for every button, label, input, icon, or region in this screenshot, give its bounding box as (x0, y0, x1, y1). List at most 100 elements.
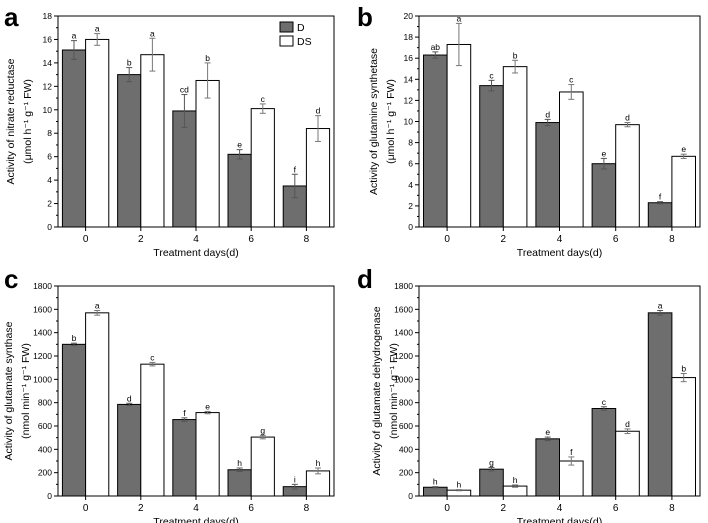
y-tick-label: 400 (38, 444, 52, 454)
x-tick-label: 4 (557, 503, 563, 514)
y-tick-label: 14 (404, 74, 414, 84)
bar-ds (671, 377, 697, 497)
significance-label: c (261, 94, 266, 104)
y-tick-label: 400 (399, 444, 413, 454)
bar-d (535, 122, 560, 228)
legend-swatch-d (279, 21, 294, 33)
significance-label: i (294, 474, 296, 484)
y-tick-label: 1600 (394, 304, 413, 314)
y-tick-label: 0 (47, 222, 52, 232)
y-tick-label: 4 (408, 180, 413, 190)
x-tick-label: 8 (669, 503, 675, 514)
bar-d (422, 54, 448, 228)
significance-label: c (602, 397, 607, 407)
y-tick-label: 1800 (33, 281, 52, 291)
x-tick-label: 8 (304, 234, 310, 245)
bar-d (227, 469, 252, 497)
y-tick-label: 18 (43, 11, 53, 21)
x-tick-label: 0 (83, 234, 89, 245)
y-tick-label: 1000 (33, 374, 52, 384)
significance-label: c (489, 70, 494, 80)
y-tick-label: 1400 (394, 328, 413, 338)
significance-label: f (183, 408, 186, 418)
x-tick-label: 4 (193, 234, 199, 245)
significance-label: a (95, 24, 100, 34)
plot-frame (418, 15, 701, 228)
significance-label: d (316, 106, 321, 116)
bar-ds (305, 470, 331, 497)
significance-label: f (294, 164, 297, 174)
x-tick-label: 2 (501, 234, 507, 245)
x-tick-label: 6 (248, 234, 254, 245)
y-tick-label: 10 (43, 105, 53, 115)
plot-frame (418, 285, 701, 497)
significance-label: h (513, 475, 518, 485)
bar-ds (615, 430, 640, 497)
x-axis-label: Treatment days(d) (153, 516, 238, 523)
bar-d (591, 163, 617, 228)
y-axis-label: Activity of glutamate dehydrogenase (371, 306, 383, 475)
significance-label: f (570, 447, 573, 457)
x-tick-label: 4 (193, 503, 199, 514)
significance-label: h (316, 458, 321, 468)
significance-label: e (545, 427, 550, 437)
y-tick-label: 20 (404, 11, 414, 21)
bar-d (422, 486, 448, 497)
significance-label: ab (431, 42, 441, 52)
y-tick-label: 12 (404, 95, 414, 105)
y-tick-label: 18 (404, 32, 414, 42)
x-axis-label: Treatment days(d) (517, 247, 602, 259)
bar-ds (250, 108, 275, 228)
panel-c: c 0 200 400 600 800 1000 1200 1400 1600 1800 b a 0 d c 2… (3, 264, 335, 523)
x-tick-label: 6 (248, 503, 254, 514)
significance-label: c (569, 75, 574, 85)
bar-ds (195, 79, 220, 228)
significance-label: h (237, 458, 242, 468)
bar-d (535, 438, 560, 497)
y-tick-label: 14 (43, 58, 53, 68)
y-tick-label: 200 (399, 468, 413, 478)
y-tick-label: 10 (404, 117, 414, 127)
y-tick-label: 6 (408, 159, 413, 169)
y-tick-label: 2 (408, 201, 413, 211)
x-tick-label: 0 (444, 503, 450, 514)
y-axis-label-units: (μmol h⁻¹ g⁻¹ FW) (385, 79, 397, 164)
y-tick-label: 800 (38, 398, 52, 408)
bar-ds (140, 363, 165, 497)
significance-label: h (457, 480, 462, 490)
bar-ds (615, 124, 640, 228)
y-axis-label-units: (nmol min⁻¹ g⁻¹ FW) (388, 343, 400, 439)
panel-letter: c (4, 264, 18, 294)
bar-ds (140, 54, 165, 228)
bar-d (227, 153, 252, 228)
significance-label: a (658, 301, 663, 311)
significance-label: a (457, 13, 462, 23)
significance-label: g (260, 425, 265, 435)
panel-letter: d (357, 264, 373, 294)
y-tick-label: 0 (47, 491, 52, 501)
y-tick-label: 2 (47, 199, 52, 209)
y-tick-label: 16 (404, 53, 414, 63)
x-tick-label: 8 (669, 234, 675, 245)
panel-letter: a (4, 2, 19, 32)
x-tick-label: 2 (501, 503, 507, 514)
bar-d (117, 403, 142, 497)
x-axis-label: Treatment days(d) (153, 247, 238, 259)
y-axis-label-units: (nmol min⁻¹ g⁻¹ FW) (20, 343, 32, 439)
y-tick-label: 1200 (33, 351, 52, 361)
legend: D DS (279, 21, 312, 48)
y-axis-label: Activity of glutamine synthetase (368, 48, 380, 195)
y-tick-label: 1200 (394, 351, 413, 361)
significance-label: b (513, 50, 518, 60)
y-axis-label: Activity of nitrate reductase (5, 58, 17, 184)
significance-label: b (72, 333, 77, 343)
significance-label: e (602, 148, 607, 158)
y-tick-label: 8 (47, 128, 52, 138)
bar-ds (446, 43, 472, 228)
significance-label: e (681, 144, 686, 154)
significance-label: a (95, 301, 100, 311)
significance-label: f (659, 192, 662, 202)
bar-ds (502, 66, 528, 228)
bar-d (172, 419, 197, 497)
